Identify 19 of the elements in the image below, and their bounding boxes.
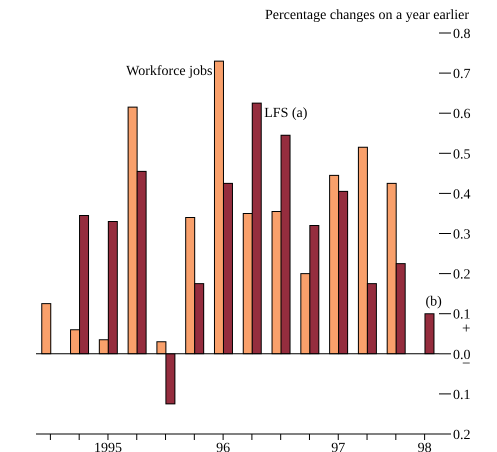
x-tick-label: 1995 [94, 440, 122, 452]
y-tick-label: 0.1 [453, 388, 470, 403]
series-label: LFS (a) [264, 106, 308, 122]
y-tick-label: 0.1 [453, 308, 470, 323]
y-tick-label: 0.3 [453, 227, 470, 242]
y-tick-label: 0.8 [453, 26, 470, 42]
y-tick-label: 0.2 [453, 268, 470, 283]
x-tick-label: 98 [418, 440, 432, 452]
annotation: (b) [425, 294, 442, 310]
y-tick-label: 0.7 [453, 67, 470, 82]
text: + [462, 320, 470, 339]
x-tick-label: 97 [331, 440, 346, 452]
y-tick-label: 0.5 [453, 147, 470, 162]
x-tick-label: 96 [216, 440, 230, 452]
series-label: Workforce jobs [126, 64, 212, 80]
y-tick-label: 0.6 [453, 107, 470, 122]
y-tick-label: 0.4 [453, 187, 470, 202]
y-tick-label: 0.2 [453, 428, 470, 443]
chart-title: Percentage changes on a year earlier [264, 8, 469, 24]
